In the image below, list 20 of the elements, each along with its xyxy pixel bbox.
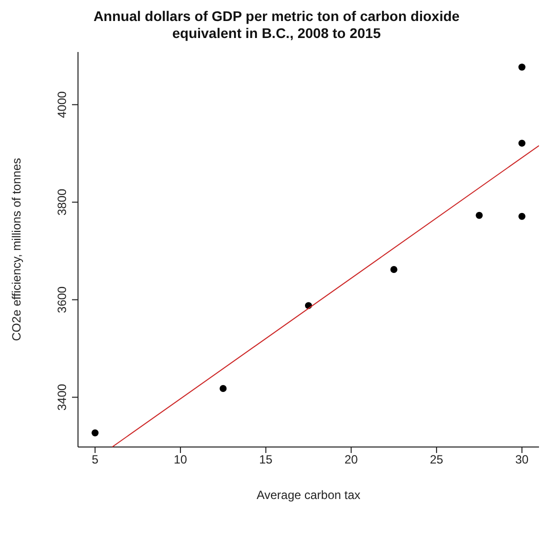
y-tick-label: 3600 — [55, 286, 69, 314]
x-tick-label: 25 — [430, 452, 444, 467]
x-axis-title: Average carbon tax — [256, 488, 360, 502]
x-tick-label: 20 — [344, 452, 358, 467]
y-tick-label: 4000 — [55, 90, 69, 118]
point — [390, 266, 398, 273]
y-tick-label: 3400 — [55, 384, 69, 411]
x-tick-label: 10 — [174, 452, 188, 467]
x-tick-label: 15 — [259, 452, 273, 467]
point — [518, 140, 526, 147]
y-tick-label: 3800 — [55, 188, 69, 216]
x-tick-label: 30 — [515, 452, 529, 467]
point — [220, 384, 227, 392]
point — [476, 212, 483, 219]
chart-title: Annual dollars of GDP per metric ton of carbon dioxide equivalent in B.C., 2008 to 2015 — [92, 8, 461, 42]
x-tick-label: 5 — [92, 452, 99, 467]
point — [518, 212, 526, 220]
y-axis-title: CO2e efficiency, millions of tonnes — [9, 158, 24, 341]
point — [518, 64, 526, 71]
point — [92, 429, 99, 436]
